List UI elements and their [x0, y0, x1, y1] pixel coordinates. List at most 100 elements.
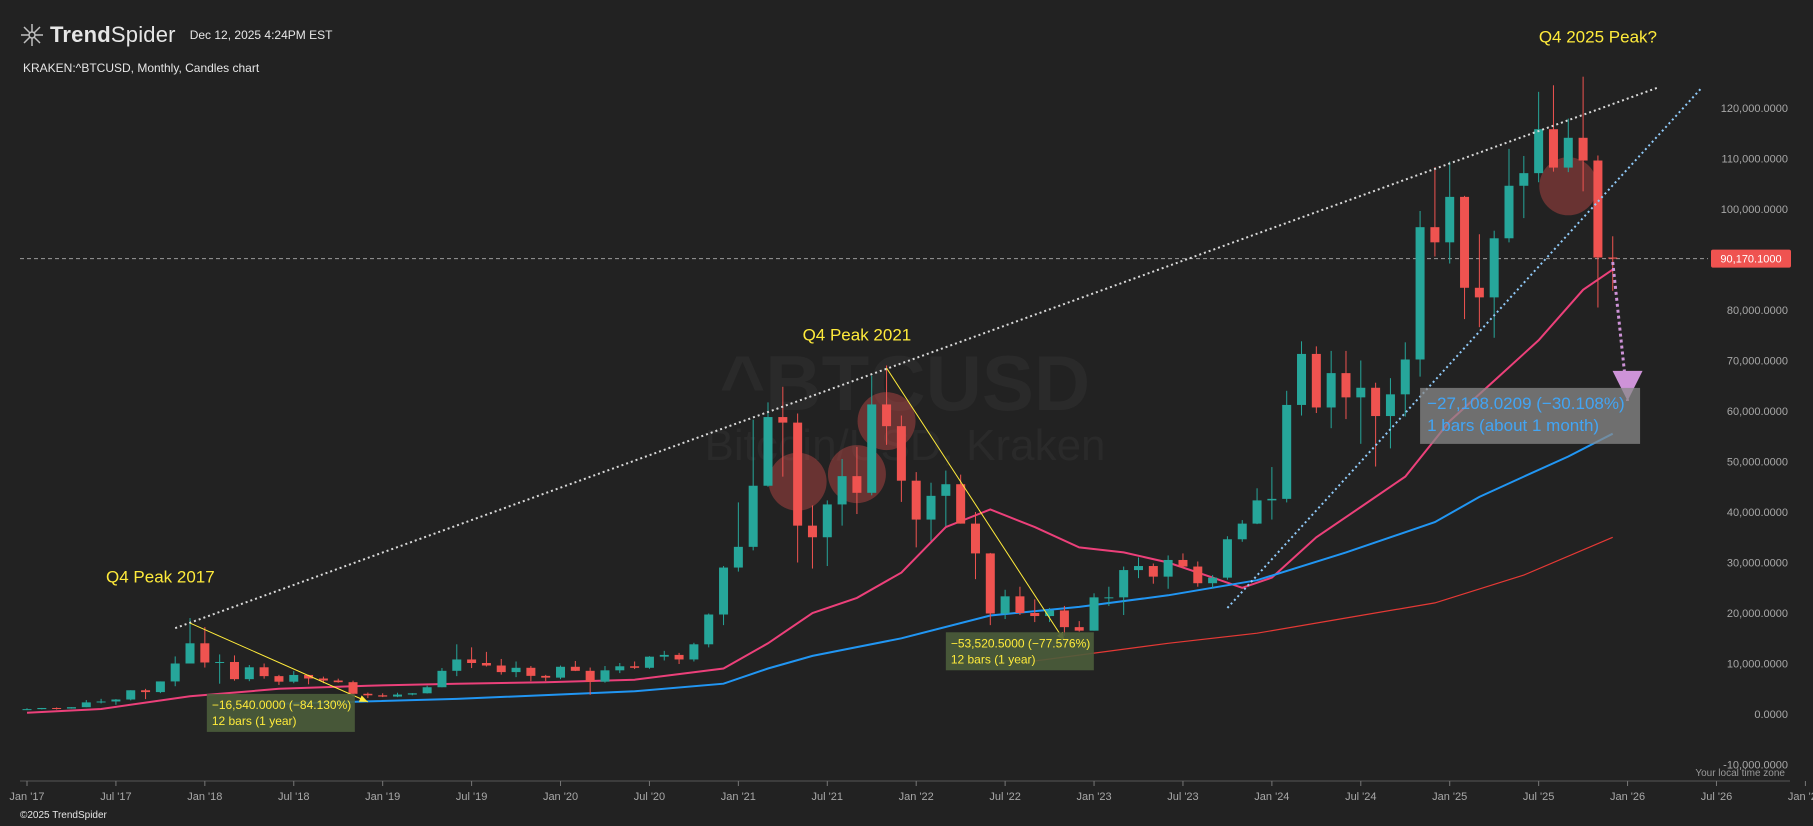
candle — [215, 654, 225, 684]
candle-body — [1311, 353, 1321, 408]
candle — [1059, 605, 1069, 636]
label-q4-2017: Q4 Peak 2017 — [106, 568, 215, 587]
x-tick-label: Jan '26 — [1610, 791, 1645, 803]
candle-body — [496, 665, 506, 673]
candle — [52, 707, 62, 710]
candle-body — [1415, 227, 1425, 360]
candle-body — [1119, 570, 1129, 598]
brand-bold: Trend — [50, 22, 111, 47]
candle-body — [1015, 596, 1025, 613]
candle-body — [763, 417, 773, 486]
candle-body — [570, 666, 580, 671]
candle — [911, 472, 921, 548]
candle-body — [481, 662, 491, 666]
candle-body — [1578, 137, 1588, 161]
candle — [1252, 488, 1262, 525]
y-tick-label: 40,000.0000 — [1727, 507, 1788, 519]
candle-body — [793, 422, 803, 526]
candle-body — [141, 690, 151, 693]
candle-body — [1148, 566, 1158, 577]
candle — [704, 613, 714, 648]
candle — [1474, 234, 1484, 328]
candle-body — [852, 476, 862, 493]
candle-body — [1534, 129, 1544, 174]
measure-value: −53,520.5000 (−77.576%) — [951, 636, 1090, 650]
candle — [1341, 350, 1351, 420]
candle-body — [807, 525, 817, 538]
candle — [1445, 161, 1455, 264]
candle-body — [1504, 185, 1514, 239]
candle — [274, 674, 284, 685]
candle-body — [719, 567, 729, 615]
header-bar: TrendSpider Dec 12, 2025 4:24PM EST — [20, 22, 332, 48]
candle-body — [511, 667, 521, 673]
candle-body — [615, 666, 625, 671]
y-tick-label: 20,000.0000 — [1727, 608, 1788, 620]
candle — [259, 663, 269, 679]
candle — [126, 690, 136, 701]
candle — [570, 660, 580, 672]
candle — [1593, 155, 1603, 308]
trendspider-logo-icon — [21, 24, 43, 46]
y-tick-label: 70,000.0000 — [1727, 356, 1788, 368]
candle — [1415, 211, 1425, 377]
candle — [541, 674, 551, 682]
measure-value: −16,540.0000 (−84.130%) — [212, 698, 351, 712]
moving-average-ma_slow — [1034, 536, 1613, 662]
candle-body — [1030, 613, 1040, 617]
candle-body — [659, 654, 669, 657]
candle-body — [170, 663, 180, 682]
candle — [111, 699, 121, 705]
y-tick-label: 80,000.0000 — [1727, 305, 1788, 317]
x-tick-label: Jul '24 — [1345, 791, 1376, 803]
label-q4-2021: Q4 Peak 2021 — [803, 325, 912, 344]
candle — [822, 500, 832, 567]
candle-body — [1474, 287, 1484, 298]
y-tick-label: 100,000.0000 — [1721, 204, 1788, 216]
candle-body — [1267, 498, 1277, 501]
candle — [1400, 342, 1410, 417]
candle-body — [1134, 566, 1143, 571]
candle-body — [66, 707, 76, 709]
candle-body — [867, 404, 877, 493]
x-tick-label: Jul '26 — [1701, 791, 1732, 803]
candle-body — [1074, 627, 1084, 631]
measure-2025: −27,108.0209 (−30.108%) 1 bars (about 1 m… — [1420, 387, 1641, 444]
candle — [719, 566, 729, 626]
candle — [1148, 563, 1158, 584]
candle — [793, 413, 803, 563]
candle — [956, 474, 966, 524]
brand-name: TrendSpider — [50, 22, 176, 48]
candle-body — [244, 667, 254, 680]
candle — [37, 707, 47, 710]
candle-body — [556, 666, 566, 678]
candle — [674, 652, 684, 665]
candle-body — [52, 707, 62, 709]
candle-body — [1519, 173, 1529, 186]
candle — [615, 662, 625, 674]
candle-body — [1059, 610, 1069, 628]
candle-body — [378, 695, 388, 697]
candle — [393, 692, 402, 698]
candle — [1311, 346, 1321, 414]
decline-2022-line — [886, 367, 1065, 642]
candle — [333, 678, 343, 683]
candle-body — [1104, 597, 1114, 599]
candle — [81, 700, 91, 708]
candle — [496, 658, 506, 675]
x-tick-label: Jan '21 — [721, 791, 756, 803]
candle — [1074, 621, 1084, 632]
y-tick-label: 60,000.0000 — [1727, 406, 1788, 418]
candle — [585, 667, 595, 695]
x-tick-label: Jan '25 — [1432, 791, 1467, 803]
candle — [763, 402, 773, 487]
candle-body — [689, 644, 699, 660]
candle-body — [1400, 359, 1410, 395]
candle-body — [585, 670, 595, 682]
candle — [926, 482, 936, 541]
candle — [1282, 390, 1292, 503]
candle — [185, 618, 195, 664]
candle — [748, 419, 758, 551]
candle-body — [229, 661, 239, 680]
